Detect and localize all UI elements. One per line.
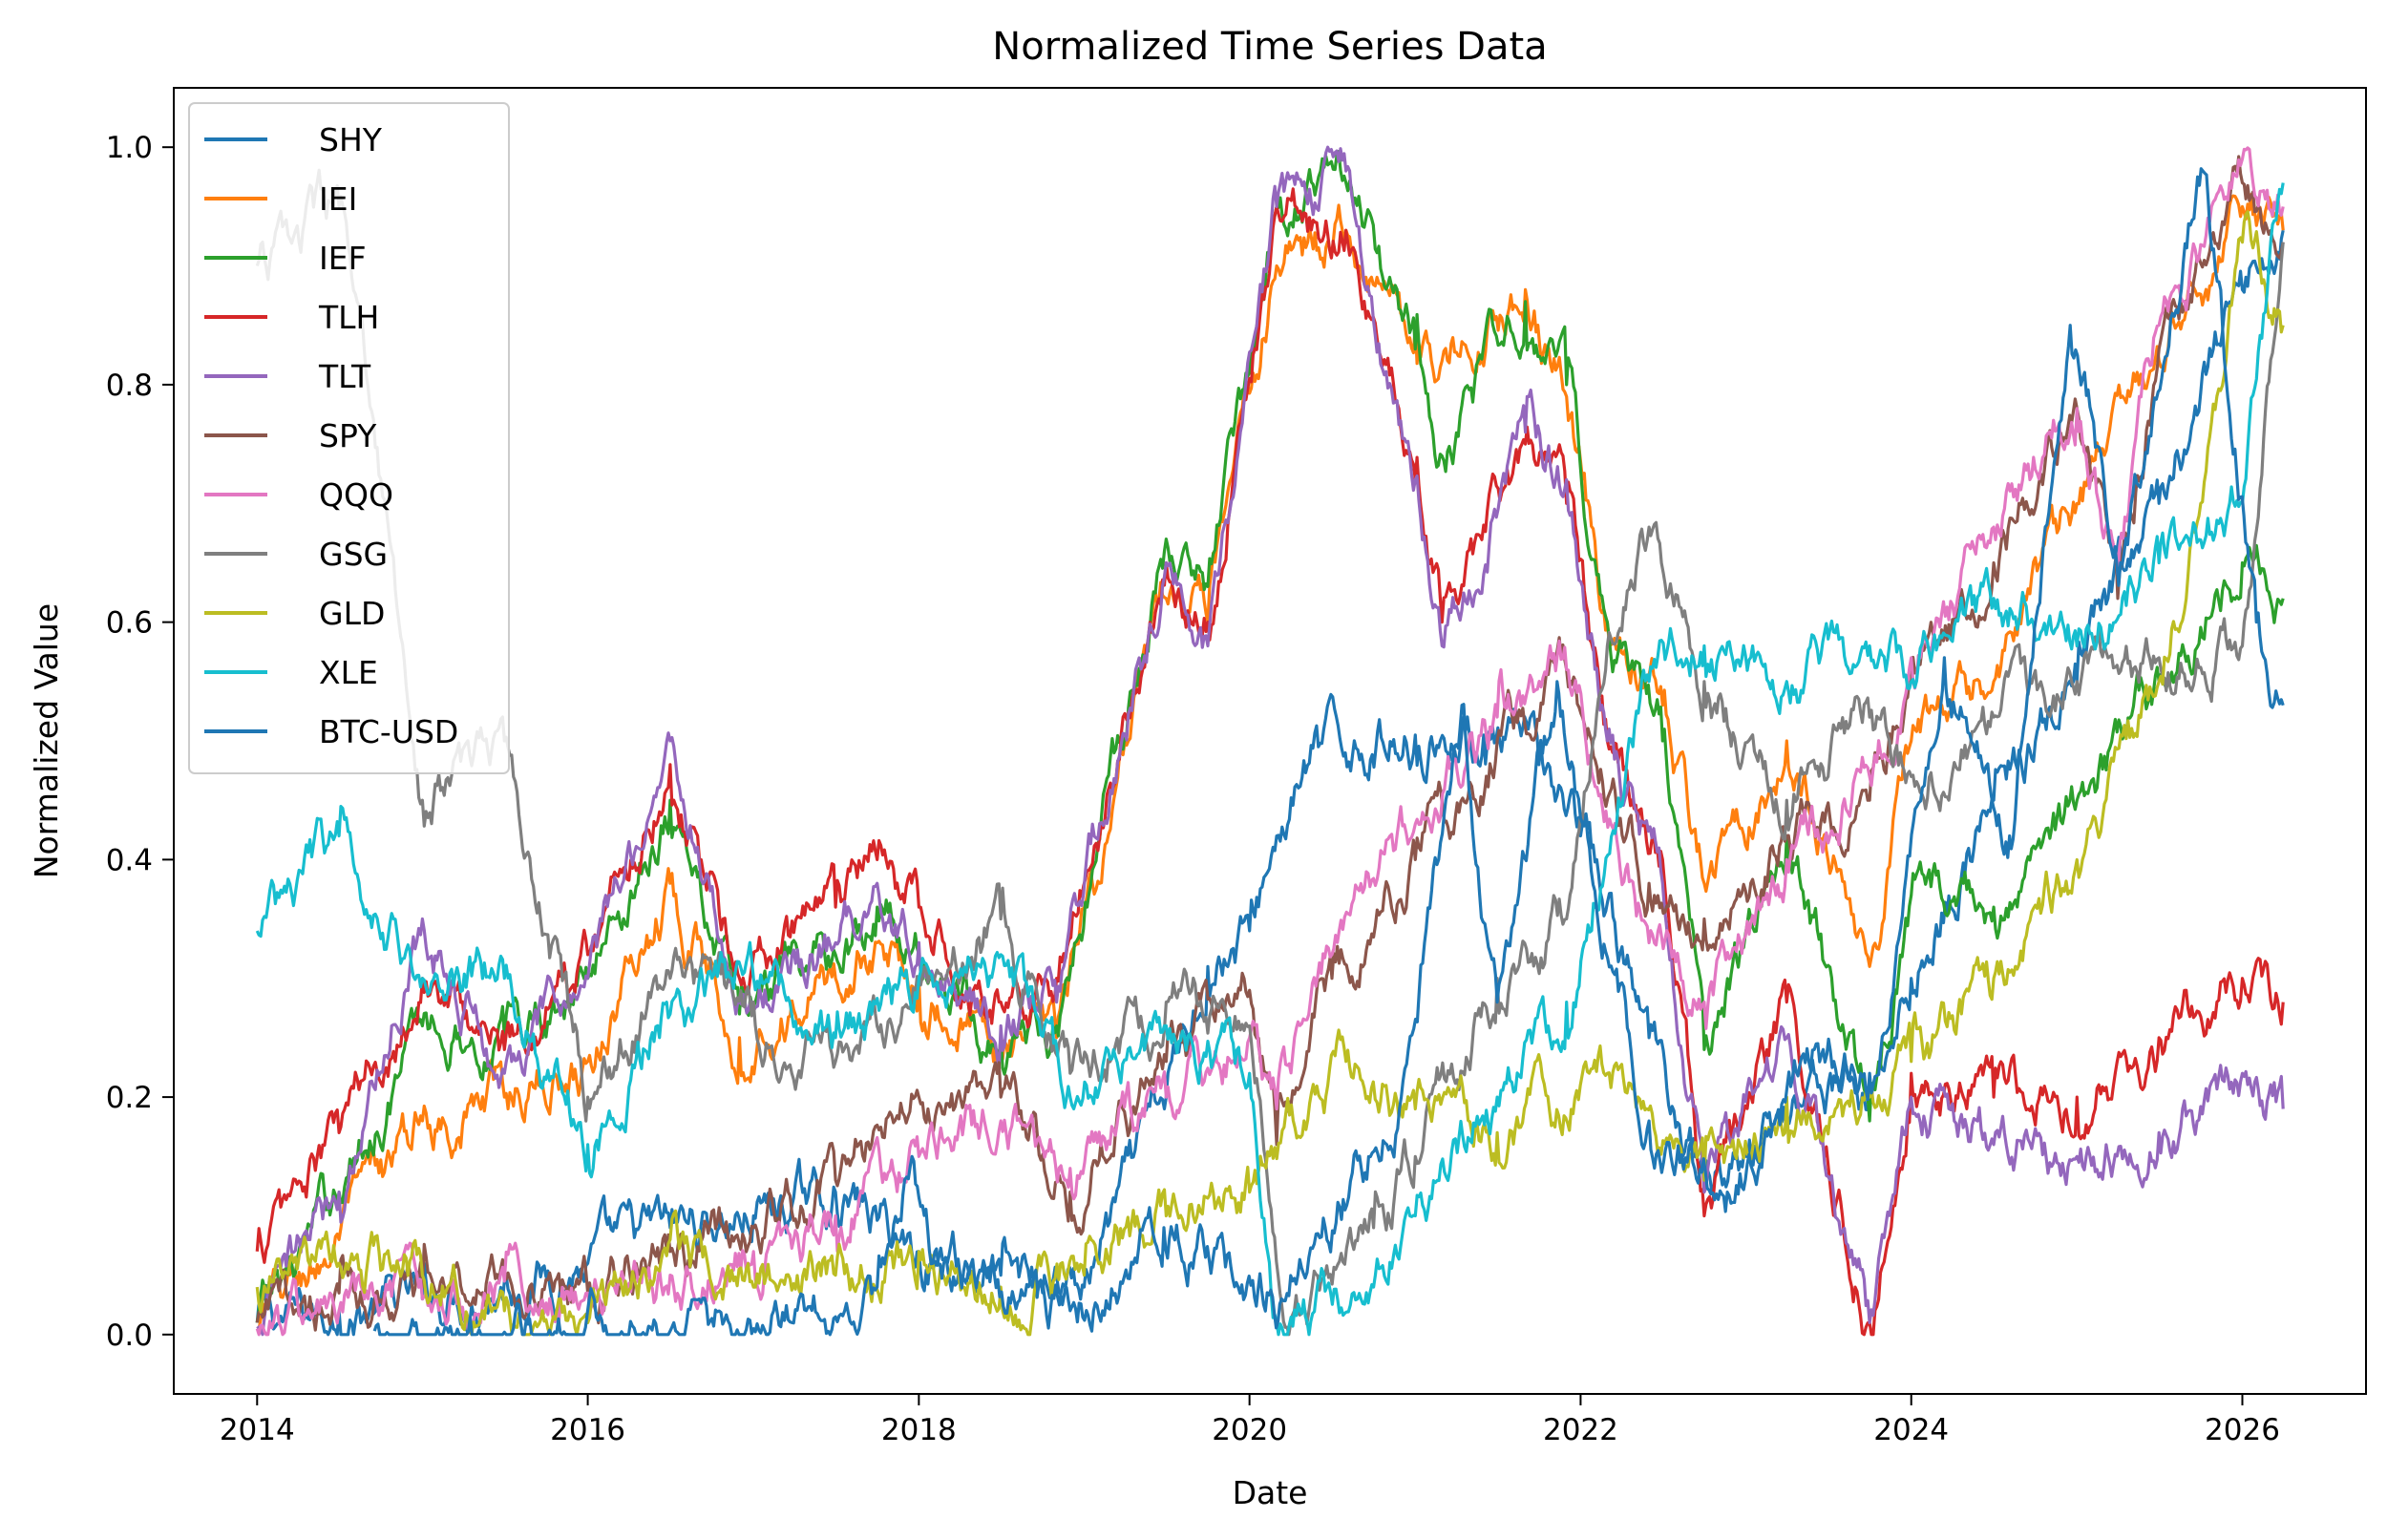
plot-frame [173, 87, 2367, 1395]
series-lines [255, 145, 2285, 1337]
chart-title: Normalized Time Series Data [992, 25, 1547, 69]
x-tick-label: 2024 [1873, 1413, 1949, 1447]
x-tick-label: 2018 [881, 1413, 957, 1447]
x-tick-label: 2020 [1212, 1413, 1287, 1447]
series-line-gsg [255, 168, 2285, 1337]
series-line-tlt [256, 145, 2285, 1337]
series-line-tlh [255, 187, 2285, 1337]
y-tick-label: 0.0 [106, 1318, 153, 1353]
legend-box [188, 102, 510, 774]
x-tick-label: 2014 [220, 1413, 295, 1447]
legend-label-tlt: TLT [318, 358, 371, 395]
legend-label-gsg: GSG [319, 536, 388, 573]
y-tick-label: 1.0 [106, 131, 153, 165]
series-line-shy [255, 229, 2285, 1337]
series-line-btc-usd [372, 167, 2285, 1337]
legend-label-xle: XLE [319, 654, 378, 691]
y-tick-label: 0.6 [106, 606, 153, 641]
y-tick-label: 0.2 [106, 1081, 153, 1115]
y-axis-label: Normalized Value [28, 603, 65, 878]
legend-label-spy: SPY [319, 417, 377, 454]
x-tick-label: 2026 [2205, 1413, 2280, 1447]
x-axis: 2014 2016 2018 2020 2022 2024 2026 [220, 1394, 2280, 1447]
y-tick-label: 0.8 [106, 369, 153, 403]
legend-label-shy: SHY [319, 121, 383, 158]
x-tick-label: 2022 [1543, 1413, 1618, 1447]
x-axis-label: Date [1233, 1474, 1308, 1511]
legend-label-btc-usd: BTC-USD [319, 713, 458, 750]
legend-label-qqq: QQQ [319, 476, 393, 514]
series-line-qqq [255, 146, 2285, 1337]
legend-label-gld: GLD [319, 595, 385, 632]
series-line-gld [255, 210, 2285, 1337]
legend: SHY IEI IEF TLH TLT SPY QQQ GSG GLD XLE BTC-USD [188, 102, 510, 774]
legend-label-tlh: TLH [318, 299, 379, 336]
y-axis: 0.0 0.2 0.4 0.6 0.8 1.0 [106, 131, 174, 1353]
series-line-iei [256, 193, 2285, 1331]
legend-label-iei: IEI [319, 180, 357, 218]
legend-label-ief: IEF [319, 240, 367, 277]
series-line-xle [255, 182, 2285, 1337]
x-tick-label: 2016 [550, 1413, 625, 1447]
y-tick-label: 0.4 [106, 843, 153, 877]
